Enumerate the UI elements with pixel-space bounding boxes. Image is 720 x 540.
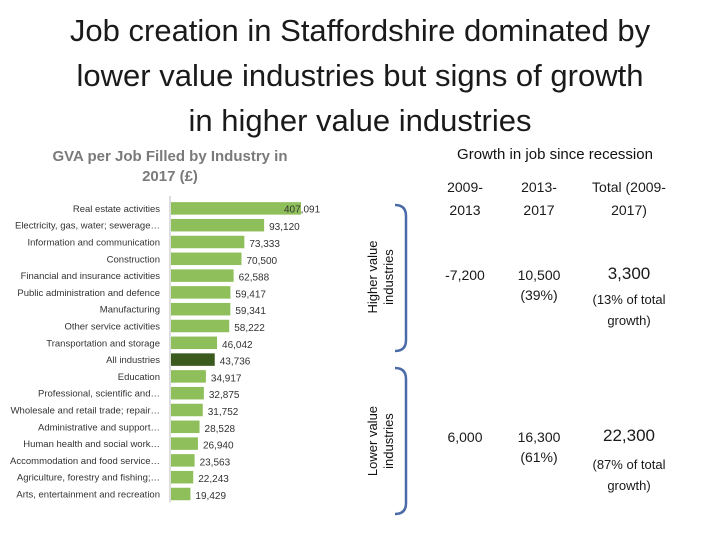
category-label: Manufacturing — [100, 305, 160, 316]
lower-value-label: Lower value industries — [365, 371, 399, 511]
value-label: 93,120 — [269, 222, 300, 233]
value-label: 23,563 — [200, 457, 231, 468]
growth-table-title: Growth in job since recession — [457, 146, 653, 163]
lower-value-label-line-2: industries — [381, 413, 396, 469]
column-header-line-1: 2013- — [521, 179, 557, 195]
higher-value-bracket — [394, 203, 408, 353]
bar — [171, 269, 234, 282]
chart-title-line-1: GVA per Job Filled by Industry in — [52, 148, 288, 165]
value-label: 59,341 — [235, 306, 266, 317]
category-label: Human health and social work… — [23, 439, 160, 450]
value-label: 407,091 — [284, 204, 321, 215]
higher-2013-2017-count: 10,500 — [517, 267, 561, 283]
value-label: 58,222 — [234, 323, 265, 334]
value-label: 19,429 — [195, 491, 226, 502]
bar — [171, 454, 195, 467]
category-label: All industries — [106, 355, 160, 366]
category-label: Electricity, gas, water; sewerage… — [15, 221, 160, 232]
higher-value-label-line-2: industries — [381, 249, 396, 305]
value-label: 43,736 — [220, 357, 251, 368]
bar — [171, 487, 191, 501]
higher-total-note-line-2: growth) — [607, 313, 651, 328]
category-label: Construction — [107, 254, 160, 265]
lower-total-note-line-2: growth) — [607, 478, 651, 493]
lower-value-label-line-1: Lower value — [365, 405, 380, 477]
column-header-line-2: 2013 — [449, 202, 481, 218]
value-label: 28,528 — [205, 424, 236, 435]
category-label: Transportation and storage — [46, 338, 160, 349]
bar — [171, 437, 198, 450]
bar — [171, 235, 245, 249]
higher-value-label: Higher value industries — [365, 207, 399, 347]
higher-2013-2017-value: 10,500 (39%) — [499, 265, 579, 305]
column-header-line-1: 2009- — [447, 179, 483, 195]
bar — [171, 252, 242, 266]
higher-value-label-line-1: Higher value — [365, 240, 380, 314]
bar — [171, 336, 218, 350]
bar — [171, 420, 200, 434]
value-label: 26,940 — [203, 441, 234, 452]
lower-total-note: (87% of total growth) — [574, 454, 684, 496]
category-label: Public administration and defence — [17, 288, 160, 299]
category-label: Professional, scientific and… — [38, 389, 160, 400]
slide-title-line-1: Job creation in Staffordshire dominated … — [69, 13, 651, 48]
higher-total-note-line-1: (13% of total — [592, 292, 666, 307]
lower-2013-2017-value: 16,300 (61%) — [499, 427, 579, 467]
slide-title-line-3: in higher value industries — [188, 103, 532, 138]
category-label: Education — [118, 372, 160, 383]
slide-title-line-2: lower value industries but signs of grow… — [76, 58, 644, 93]
bar — [171, 370, 206, 383]
lower-total-value: 22,300 — [603, 426, 655, 445]
column-header-line-2: 2017) — [611, 202, 647, 218]
column-header-line-1: Total (2009- — [592, 179, 666, 195]
bar — [171, 319, 230, 333]
slide-title: Job creation in Staffordshire dominated … — [20, 8, 700, 143]
higher-total-value: 3,300 — [607, 264, 651, 283]
column-header-total: Total (2009- 2017) — [574, 176, 684, 222]
lower-2009-2013-value: 6,000 — [447, 429, 483, 445]
value-label: 31,752 — [208, 407, 239, 418]
bar — [171, 302, 231, 316]
bar-all-industries — [171, 353, 215, 366]
column-header-2013-2017: 2013- 2017 — [499, 176, 579, 222]
column-header-line-2: 2017 — [523, 202, 555, 218]
bar — [171, 218, 265, 232]
column-header-2009-2013: 2009- 2013 — [425, 176, 505, 222]
category-label: Wholesale and retail trade; repair… — [11, 406, 160, 417]
value-label: 22,243 — [198, 474, 229, 485]
lower-2013-2017-share: (61%) — [520, 449, 558, 465]
bar — [171, 386, 204, 400]
value-label: 73,333 — [249, 239, 280, 250]
category-label: Other service activities — [64, 322, 160, 333]
value-label: 62,588 — [239, 273, 270, 284]
value-label: 32,875 — [209, 390, 240, 401]
category-label: Administrative and support… — [38, 422, 160, 433]
higher-total-note: (13% of total growth) — [574, 289, 684, 331]
category-label: Agriculture, forestry and fishing;… — [17, 473, 160, 484]
bar — [171, 403, 203, 417]
chart-title-line-2: 2017 (£) — [142, 168, 198, 185]
bar — [171, 286, 231, 299]
bar — [171, 470, 194, 484]
lower-2013-2017-count: 16,300 — [517, 429, 561, 445]
value-label: 34,917 — [211, 373, 242, 384]
value-label: 59,417 — [235, 289, 266, 300]
chart-title: GVA per Job Filled by Industry in 2017 (… — [35, 147, 305, 187]
higher-2013-2017-share: (39%) — [520, 287, 558, 303]
category-label: Arts, entertainment and recreation — [16, 490, 160, 501]
lower-total-note-line-1: (87% of total — [592, 457, 666, 472]
lower-value-bracket — [394, 366, 408, 516]
category-label: Information and communication — [27, 238, 160, 249]
category-label: Financial and insurance activities — [21, 271, 161, 282]
value-label: 46,042 — [222, 340, 253, 351]
bar-chart: Real estate activities 407,091 Electricity… — [10, 196, 321, 503]
category-label: Real estate activities — [73, 204, 160, 215]
higher-2009-2013-value: -7,200 — [445, 267, 485, 283]
bar — [171, 202, 301, 215]
category-label: Accommodation and food service… — [10, 456, 160, 467]
value-label: 70,500 — [247, 256, 278, 267]
